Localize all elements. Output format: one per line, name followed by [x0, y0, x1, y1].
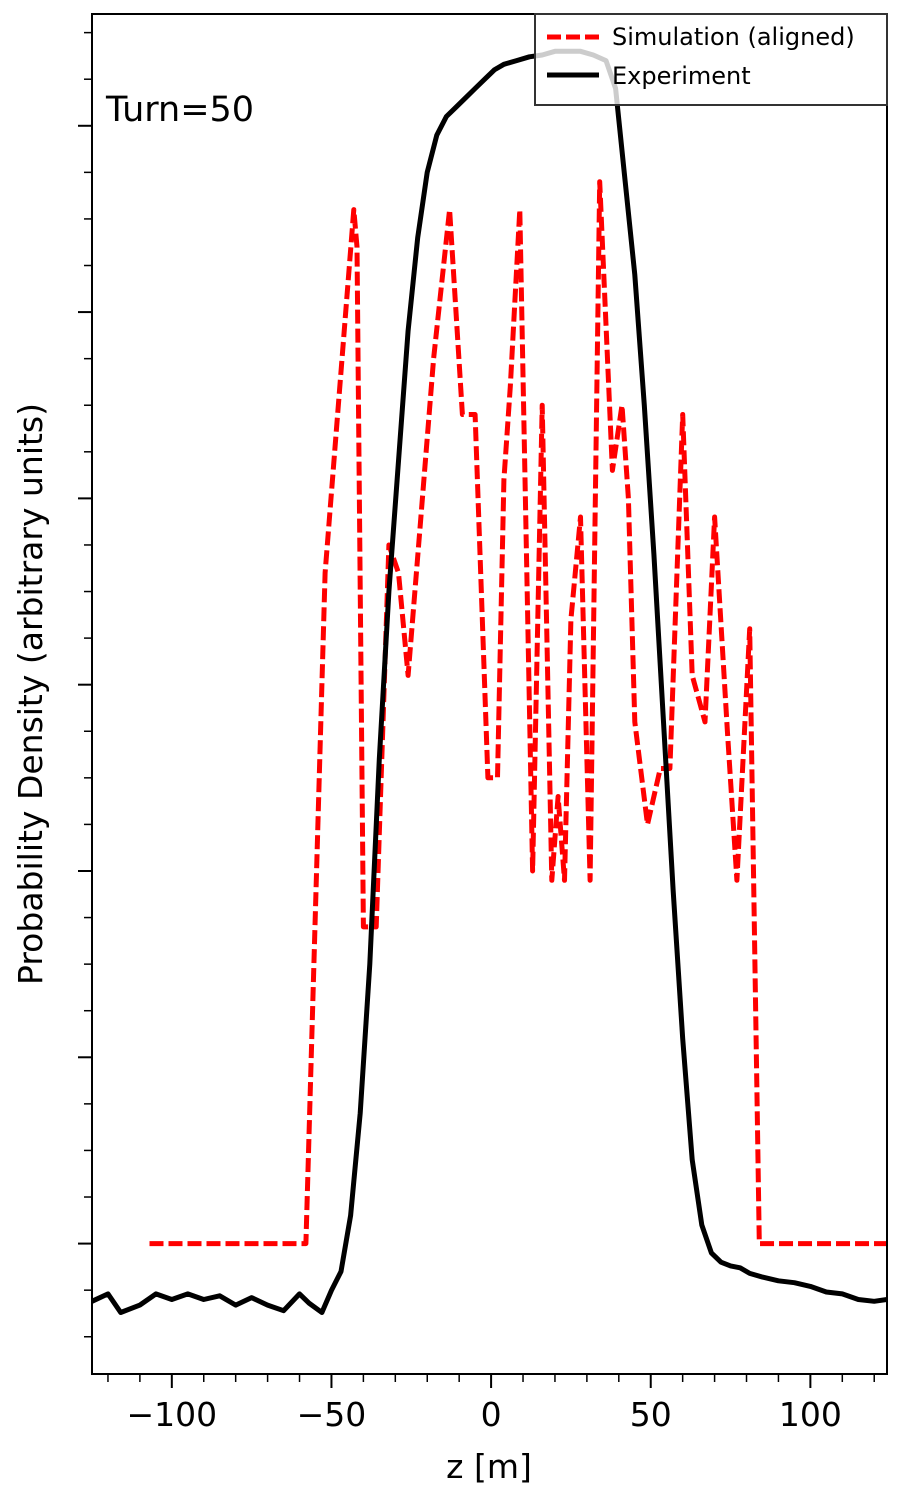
- legend-experiment-label: Experiment: [612, 62, 751, 90]
- turn-annotation: Turn=50: [105, 90, 254, 130]
- x-tick-label: 50: [630, 1395, 672, 1434]
- y-axis: [78, 31, 92, 1338]
- x-tick-label: 0: [481, 1395, 502, 1434]
- x-tick-label: 100: [779, 1395, 842, 1434]
- x-axis-label: z [m]: [446, 1447, 532, 1486]
- x-tick-label: −100: [126, 1395, 217, 1434]
- y-axis-label: Probability Density (arbitrary units): [11, 403, 50, 985]
- x-axis: −100 −50 0 50 100: [107, 1374, 875, 1434]
- experiment-series-line: [92, 48, 887, 1315]
- plot-frame: [91, 13, 888, 1375]
- legend: Simulation (aligned) Experiment: [534, 13, 888, 106]
- plot-area: [92, 48, 887, 1315]
- series-layer: [92, 48, 887, 1315]
- x-tick-label: −50: [297, 1395, 367, 1434]
- legend-box: [534, 13, 888, 106]
- legend-simulation-label: Simulation (aligned): [612, 23, 855, 51]
